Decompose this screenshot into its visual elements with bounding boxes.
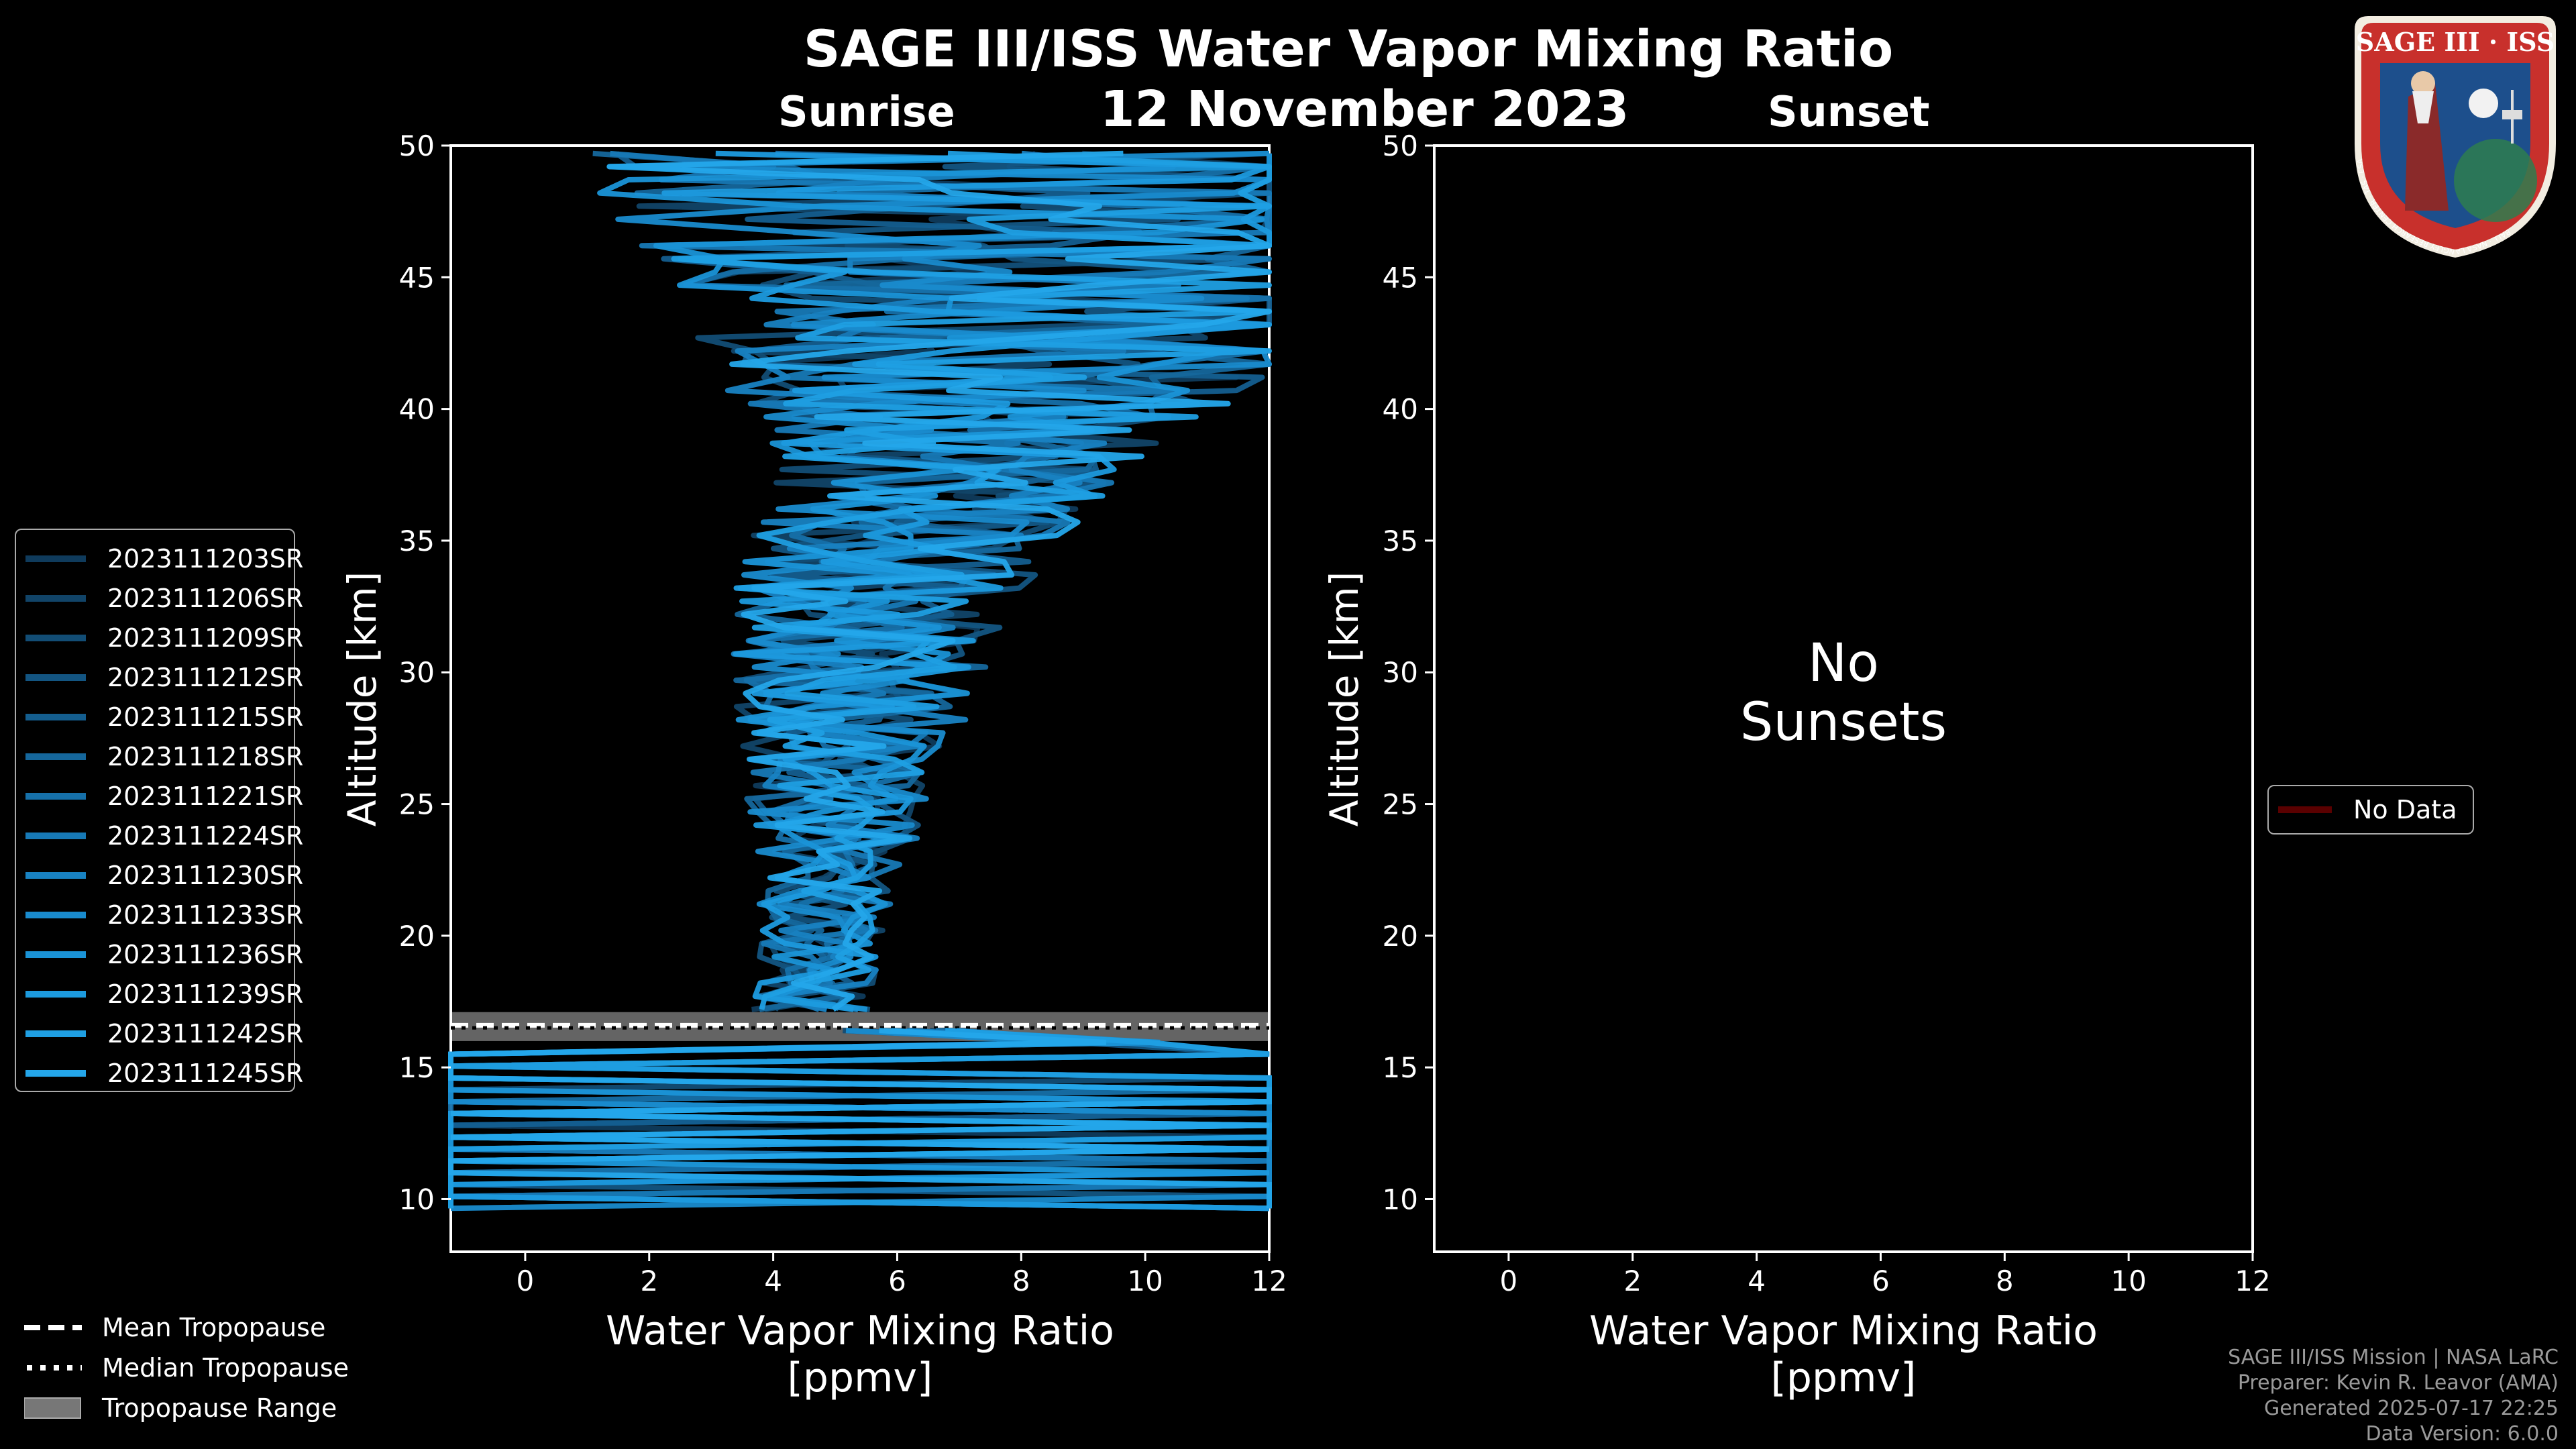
legend-item-2023111203SR: 2023111203SR [16,539,303,578]
legend-label: 2023111221SR [107,782,304,811]
range-patch-swatch [24,1397,81,1419]
tropopause-legend: Mean Tropopause Median Tropopause Tropop… [24,1308,400,1436]
sunrise-x-axis-label-line2: [ppmv] [788,1354,933,1401]
legend-item-2023111236SR: 2023111236SR [16,935,303,974]
legend-label: 2023111239SR [107,979,304,1009]
sunrise-y-tick-label: 10 [399,1183,435,1216]
legend-item-mean-tropopause: Mean Tropopause [24,1308,325,1347]
legend-item-no-data: No Data [2269,790,2457,829]
dashed-line-swatch [24,1325,82,1330]
legend-item-2023111233SR: 2023111233SR [16,896,303,934]
legend-label: 2023111242SR [107,1019,304,1049]
legend-label: 2023111209SR [107,623,304,653]
sunrise-y-tick-label: 25 [399,788,435,821]
legend-label: 2023111233SR [107,900,304,930]
sunrise-x-axis-label-line1: Water Vapor Mixing Ratio [606,1307,1114,1354]
sunrise-y-tick-label: 40 [399,393,435,426]
legend-swatch [25,555,86,562]
legend-swatch [25,951,86,958]
sunrise-y-tick-label: 35 [399,525,435,557]
no-data-swatch [2278,806,2332,813]
legend-item-2023111206SR: 2023111206SR [16,579,303,618]
legend-swatch [25,595,86,602]
sunrise-panel-title: Sunrise [778,87,955,136]
sunrise-y-tick-label: 20 [399,920,435,953]
profile-troposphere-2023111245SR [448,1028,1272,1209]
legend-item-2023111239SR: 2023111239SR [16,975,303,1014]
sunrise-x-tick-label: 10 [1127,1265,1163,1297]
legend-label: 2023111203SR [107,544,304,574]
sage-iss-logo: SAGE III · ISS BALL · NASA LANGLEY RESEA… [2355,16,2556,258]
sunrise-x-tick-label: 2 [640,1265,658,1297]
legend-swatch [25,991,86,998]
legend-swatch [25,635,86,641]
legend-item-median-tropopause: Median Tropopause [24,1348,349,1387]
legend-swatch [25,714,86,720]
legend-item-2023111242SR: 2023111242SR [16,1014,303,1053]
legend-swatch [25,1030,86,1037]
legend-label-median-tropopause: Median Tropopause [102,1353,349,1383]
sunrise-y-tick-label: 45 [399,261,435,294]
legend-label: 2023111230SR [107,861,304,890]
sunrise-y-axis-label: Altitude [km] [339,572,385,826]
sunrise-y-tick-label: 50 [399,129,435,162]
legend-label: 2023111224SR [107,821,304,851]
sunset-panel-title: Sunset [1768,87,1930,136]
legend-swatch [25,753,86,760]
legend-label-no-data: No Data [2353,795,2457,824]
legend-label: 2023111236SR [107,940,304,969]
legend-label-mean-tropopause: Mean Tropopause [102,1313,326,1342]
legend-label: 2023111206SR [107,584,304,613]
sunrise-x-tick-label: 8 [1012,1265,1030,1297]
sunrise-x-tick-label: 12 [1251,1265,1287,1297]
legend-label: 2023111218SR [107,742,304,771]
legend-label: 2023111215SR [107,702,304,732]
profile-line-2023111245SR [606,150,1272,1012]
credit-preparer: Preparer: Kevin R. Leavor (AMA) [2237,1371,2559,1395]
dotted-line-swatch [27,1365,82,1371]
legend-item-2023111215SR: 2023111215SR [16,698,303,737]
sunset-legend: No Data [2267,785,2474,835]
legend-item-2023111224SR: 2023111224SR [16,816,303,855]
date-title: 12 November 2023 [1100,80,1629,138]
legend-swatch [25,912,86,918]
credit-generated: Generated 2025-07-17 22:25 [2263,1397,2559,1420]
legend-swatch [25,833,86,839]
legend-swatch [25,793,86,800]
sunrise-y-tick-label: 30 [399,656,435,689]
legend-item-2023111212SR: 2023111212SR [16,658,303,697]
legend-label-tropopause-range: Tropopause Range [102,1393,337,1423]
sunrise-x-tick-label: 6 [888,1265,906,1297]
legend-item-2023111230SR: 2023111230SR [16,856,303,895]
sunrise-y-tick-label: 15 [399,1051,435,1084]
profile-line-2023111239SR [661,150,1272,1012]
legend-item-tropopause-range: Tropopause Range [24,1389,337,1428]
chart-title: SAGE III/ISS Water Vapor Mixing Ratio [803,19,1894,78]
legend-item-2023111209SR: 2023111209SR [16,619,303,657]
legend-swatch [25,1070,86,1077]
legend-label: 2023111212SR [107,663,304,692]
logo-name: SAGE III · ISS [2356,27,2555,57]
legend-item-2023111245SR: 2023111245SR [16,1054,303,1093]
legend-label: 2023111245SR [107,1059,304,1088]
sunrise-x-tick-label: 0 [517,1265,535,1297]
sunrise-x-tick-label: 4 [764,1265,782,1297]
credit-mission: SAGE III/ISS Mission | NASA LaRC [2228,1346,2559,1369]
sunrise-series-legend: 2023111203SR 2023111206SR 2023111209SR 2023… [15,529,303,1092]
legend-item-2023111218SR: 2023111218SR [16,737,303,776]
legend-swatch [25,872,86,879]
credit-data-version: Data Version: 6.0.0 [2365,1422,2559,1446]
legend-item-2023111221SR: 2023111221SR [16,777,303,816]
legend-swatch [25,674,86,681]
